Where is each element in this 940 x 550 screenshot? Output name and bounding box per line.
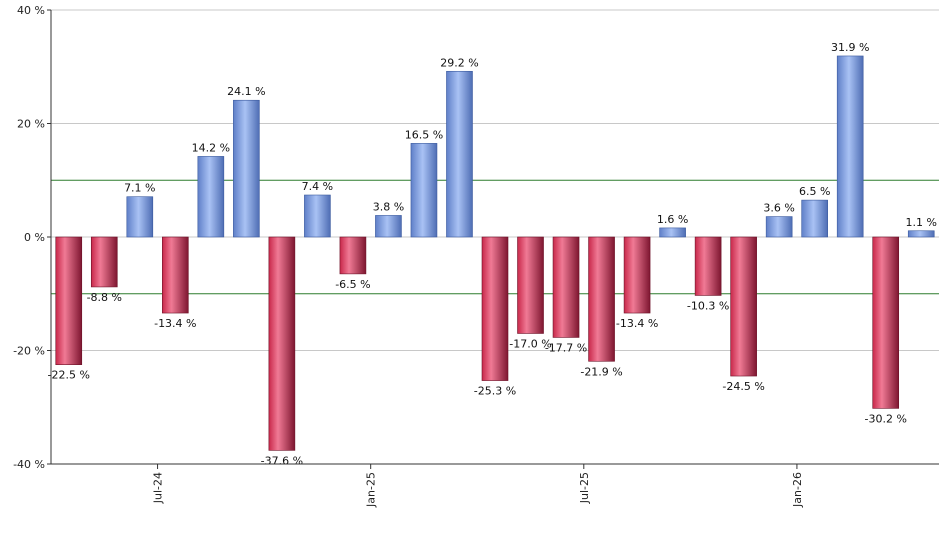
data-label: -13.4 % [154, 317, 196, 330]
y-tick-label: 20 % [17, 118, 45, 131]
bar-positive [446, 70, 473, 238]
bar-negative [90, 236, 118, 288]
data-label: 1.6 % [657, 213, 688, 226]
bar-negative [623, 236, 651, 314]
bars [55, 55, 935, 451]
bar-negative [268, 236, 296, 451]
data-label: 3.8 % [373, 200, 404, 213]
bar-negative [339, 236, 367, 275]
bar-positive [233, 99, 260, 238]
data-label: -6.5 % [335, 278, 370, 291]
bar-positive [765, 216, 793, 238]
x-tick-label: Jul-24 [152, 472, 165, 504]
bar-positive [304, 194, 331, 238]
bar-positive [410, 143, 438, 238]
data-label: -24.5 % [722, 380, 764, 393]
x-tick-label: Jul-25 [578, 472, 591, 504]
data-label: -17.7 % [545, 341, 587, 354]
data-label: -22.5 % [48, 369, 90, 382]
bar-negative [872, 236, 900, 409]
data-label: 7.1 % [124, 182, 155, 195]
y-tick-label: 40 % [17, 4, 45, 17]
x-tick-label: Jan-26 [791, 472, 804, 508]
data-label: 3.6 % [763, 202, 794, 215]
bar-negative [517, 236, 544, 334]
x-tick-label: Jan-25 [365, 472, 378, 508]
data-label: -37.6 % [261, 454, 303, 467]
bar-negative [162, 236, 189, 314]
bar-positive [907, 230, 935, 238]
bar-negative [552, 236, 580, 338]
data-labels: -22.5 % -8.8 % 7.1 % -13.4 % 14.2 % 24.1 % -37… [48, 41, 937, 467]
data-label: 29.2 % [440, 56, 478, 69]
data-label: -8.8 % [87, 291, 122, 304]
data-label: -21.9 % [580, 365, 622, 378]
data-label: 6.5 % [799, 185, 830, 198]
bar-positive [126, 196, 154, 238]
bar-positive [659, 227, 686, 238]
data-label: 1.1 % [906, 216, 937, 229]
bar-positive [801, 199, 828, 238]
bar-positive [197, 156, 225, 238]
bar-negative [481, 236, 509, 381]
y-tick-label: 0 % [24, 231, 45, 244]
data-label: 14.2 % [192, 141, 230, 154]
data-label: -17.0 % [509, 337, 551, 350]
y-tick-label: -40 % [13, 458, 45, 471]
bar-negative [55, 236, 83, 365]
bar-negative [694, 236, 722, 296]
data-label: -30.2 % [865, 412, 907, 425]
data-label: 16.5 % [405, 128, 443, 141]
data-label: -13.4 % [616, 317, 658, 330]
bar-negative [730, 236, 757, 377]
y-tick-label: -20 % [13, 345, 45, 358]
data-label: -10.3 % [687, 299, 729, 312]
axes: -40 % -20 % 0 % 20 % 40 % Jul-24 Jan-25 Jul-25 J… [13, 4, 939, 508]
data-label: 31.9 % [831, 41, 869, 54]
bar-positive [375, 215, 402, 238]
data-label: -25.3 % [474, 385, 516, 398]
data-label: 7.4 % [302, 180, 333, 193]
data-label: 24.1 % [227, 85, 265, 98]
bar-positive [836, 55, 864, 238]
bar-negative [588, 236, 615, 362]
